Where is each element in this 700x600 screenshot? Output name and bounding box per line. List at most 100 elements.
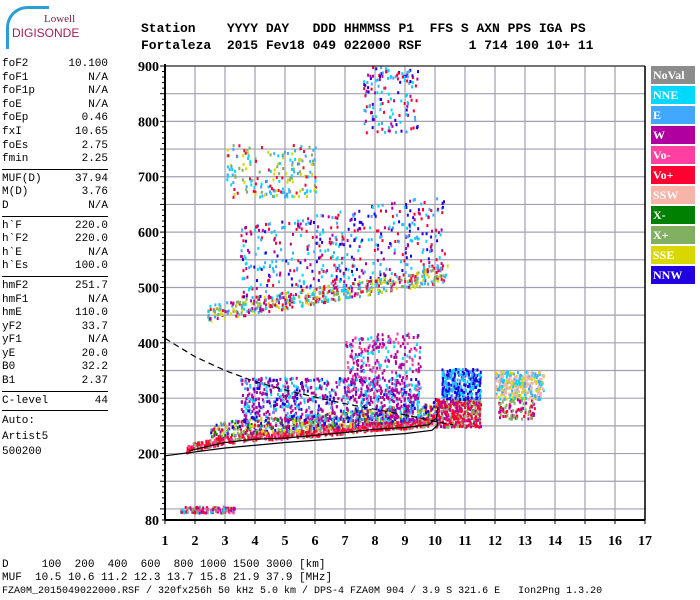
echo-point: [410, 266, 413, 270]
echo-point: [280, 437, 283, 441]
echo-point: [406, 79, 409, 83]
echo-point: [368, 280, 371, 283]
echo-point: [277, 428, 280, 432]
param-row: D N/A: [2, 200, 108, 214]
echo-point: [320, 416, 323, 420]
echo-point: [530, 387, 533, 391]
echo-point: [301, 188, 304, 191]
echo-point: [414, 275, 417, 279]
echo-point: [467, 424, 470, 428]
echo-point: [274, 428, 277, 432]
echo-point: [502, 375, 504, 378]
echo-point: [437, 266, 440, 270]
echo-point: [359, 341, 361, 345]
echo-point: [426, 224, 429, 228]
echo-point: [443, 200, 445, 204]
echo-point: [406, 213, 409, 217]
echo-point: [265, 385, 268, 389]
echo-point: [315, 299, 318, 303]
echo-point: [235, 300, 238, 304]
echo-point: [370, 214, 373, 218]
echo-point: [339, 210, 342, 214]
echo-point: [271, 194, 274, 198]
echo-point: [347, 276, 350, 280]
echo-point: [403, 404, 406, 407]
echo-point: [274, 436, 277, 440]
echo-point: [268, 301, 270, 305]
echo-point: [328, 402, 331, 406]
echo-point: [226, 165, 229, 169]
echo-point: [211, 428, 214, 432]
echo-point: [269, 184, 272, 188]
echo-point: [330, 417, 333, 421]
echo-point: [335, 269, 338, 273]
echo-point: [336, 426, 339, 430]
param-row: yE 20.0: [2, 348, 108, 362]
echo-point: [333, 422, 336, 425]
echo-point: [423, 201, 426, 204]
param-name: h`E: [2, 246, 22, 259]
echo-point: [395, 274, 398, 278]
echo-point: [249, 230, 252, 234]
echo-point: [222, 442, 225, 446]
echo-point: [509, 374, 512, 378]
echo-point: [253, 265, 256, 269]
echo-point: [242, 430, 245, 434]
echo-point: [322, 415, 324, 419]
echo-point: [319, 429, 322, 433]
echo-point: [509, 398, 512, 402]
echo-point: [291, 161, 294, 165]
echo-point: [222, 509, 225, 513]
echo-point: [242, 435, 245, 439]
echo-point: [316, 419, 318, 423]
echo-point: [384, 67, 387, 71]
echo-point: [424, 408, 427, 412]
echo-point: [396, 332, 399, 336]
echo-point: [245, 261, 248, 265]
echo-point: [256, 429, 259, 433]
echo-point: [540, 383, 543, 387]
echo-point: [375, 279, 378, 283]
echo-point: [226, 148, 229, 152]
echo-point: [344, 289, 347, 293]
echo-point: [213, 506, 216, 510]
echo-point: [414, 279, 417, 283]
echo-point: [474, 416, 477, 420]
echo-point: [412, 274, 415, 277]
echo-point: [293, 412, 296, 416]
echo-point: [238, 144, 241, 148]
echo-point: [519, 385, 522, 389]
param-row: foE N/A: [2, 99, 108, 113]
echo-point: [435, 258, 438, 262]
echo-point: [380, 426, 383, 430]
echo-point: [354, 278, 357, 282]
echo-point: [438, 256, 441, 260]
echo-point: [301, 288, 304, 292]
param-value: 220.0: [74, 219, 108, 232]
echo-point: [397, 341, 400, 345]
echo-point: [420, 409, 423, 413]
echo-point: [452, 421, 455, 425]
echo-point: [347, 390, 350, 394]
echo-point: [431, 229, 433, 233]
echo-point: [478, 401, 481, 405]
echo-point: [383, 280, 386, 284]
echo-point: [517, 407, 520, 411]
echo-point: [364, 420, 367, 424]
echo-point: [403, 259, 406, 263]
echo-point: [387, 69, 390, 73]
echo-point: [317, 404, 320, 408]
y-tick-label: 200: [138, 448, 159, 463]
echo-point: [390, 272, 393, 276]
echo-point: [307, 416, 310, 420]
echo-point: [390, 282, 393, 285]
echo-point: [278, 421, 281, 424]
echo-point: [402, 342, 405, 346]
echo-point: [456, 391, 459, 395]
echo-point: [284, 195, 286, 199]
echo-point: [446, 264, 449, 268]
echo-point: [318, 418, 321, 422]
echo-point: [407, 383, 410, 387]
echo-point: [214, 310, 216, 313]
echo-point: [445, 417, 447, 421]
